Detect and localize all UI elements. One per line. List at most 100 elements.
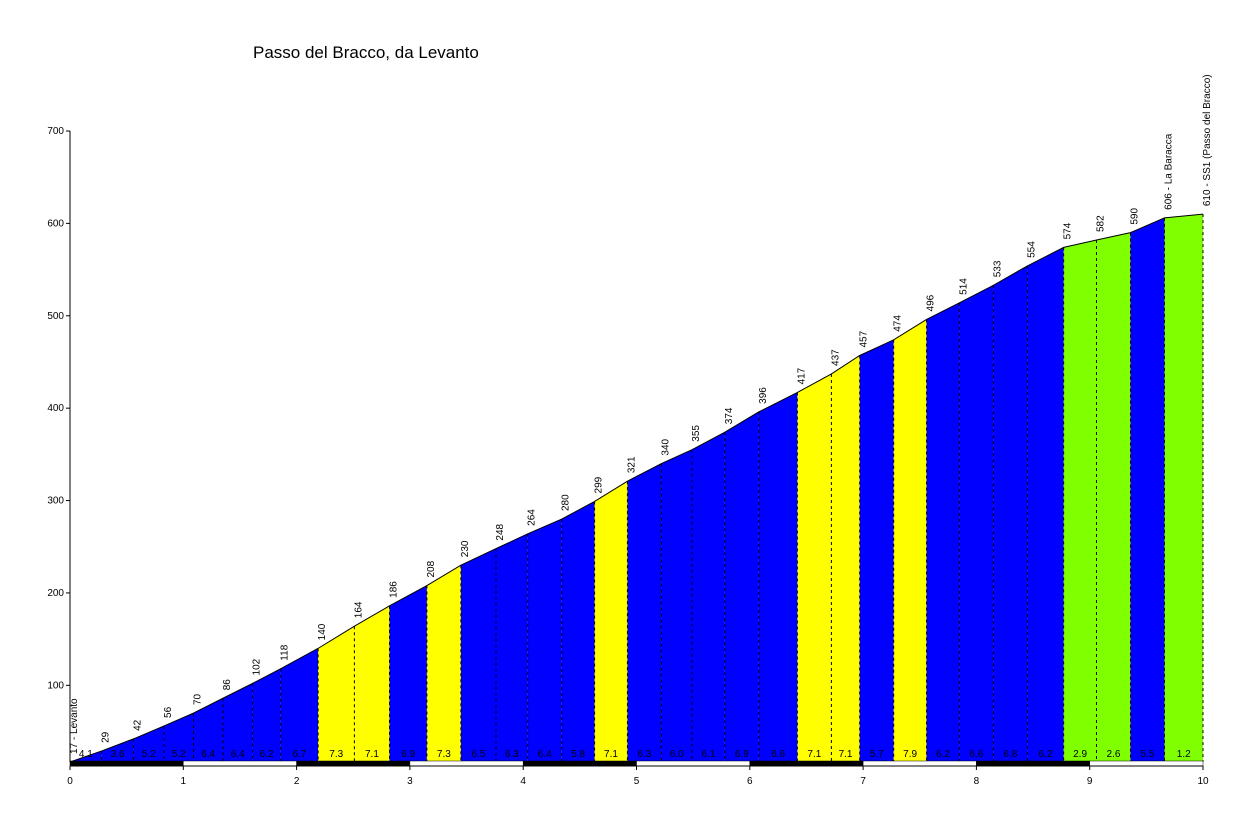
elevation-label: 118	[280, 644, 291, 660]
elevation-label: 230	[460, 540, 471, 557]
segment	[627, 463, 662, 762]
gradient-label: 1.2	[1177, 749, 1191, 760]
gradient-label: 5.7	[870, 749, 884, 760]
gradient-label: 7.1	[365, 749, 379, 760]
x-tick-label: 10	[1197, 776, 1209, 787]
y-tick-label: 600	[47, 218, 64, 229]
gradient-label: 6.7	[292, 749, 306, 760]
elevation-label: 102	[251, 658, 262, 675]
gradient-label: 7.1	[839, 749, 853, 760]
km-strip	[522, 760, 637, 767]
elevation-label: 56	[163, 706, 174, 718]
elevation-label: 340	[660, 438, 671, 455]
gradient-label: 5.2	[142, 749, 156, 760]
segment	[993, 265, 1028, 762]
x-tick-label: 3	[407, 776, 413, 787]
elevation-label: 457	[859, 330, 870, 347]
y-tick-label: 500	[47, 311, 64, 322]
gradient-label: 6.6	[771, 749, 785, 760]
gradient-label: 2.6	[1107, 749, 1121, 760]
segment	[101, 738, 134, 762]
segment	[164, 713, 194, 762]
segment	[561, 501, 595, 762]
gradient-label: 5.8	[571, 749, 585, 760]
chart-title: Passo del Bracco, da Levanto	[253, 43, 479, 62]
gradient-label: 6.4	[231, 749, 245, 760]
km-strip	[636, 760, 751, 767]
elevation-label: 396	[758, 387, 769, 404]
x-tick-label: 6	[747, 776, 753, 787]
gradient-label: 6.3	[637, 749, 651, 760]
gradient-label: 6.4	[201, 749, 215, 760]
segment	[758, 392, 798, 762]
segment	[724, 411, 759, 762]
segment	[389, 585, 427, 762]
elevation-label: 610 - SS1 (Passo del Bracco)	[1202, 74, 1213, 206]
y-tick-label: 100	[47, 680, 64, 691]
segment	[527, 519, 562, 762]
elevation-label: 321	[626, 456, 637, 473]
x-tick-label: 4	[520, 776, 526, 787]
gradient-label: 6.6	[969, 749, 983, 760]
segment	[1027, 247, 1064, 762]
km-strip	[296, 760, 411, 767]
segment	[1164, 214, 1203, 762]
gradient-label: 7.3	[437, 749, 451, 760]
segment	[661, 449, 693, 762]
gradient-label: 3.6	[111, 749, 125, 760]
gradient-label: 6.1	[701, 749, 715, 760]
elevation-label: 164	[353, 601, 364, 618]
elevation-label: 582	[1095, 215, 1106, 232]
segment	[859, 339, 894, 762]
km-strip	[862, 760, 977, 767]
elevation-label: 474	[893, 315, 904, 332]
gradient-label: 7.9	[903, 749, 917, 760]
segment	[496, 533, 528, 762]
elevation-label: 186	[389, 581, 400, 598]
elevation-label: 514	[958, 278, 969, 295]
x-tick-label: 2	[294, 776, 300, 787]
km-strip	[183, 760, 297, 767]
gradient-label: 7.1	[807, 749, 821, 760]
segment	[280, 648, 319, 762]
elevation-label: 606 - La Baracca	[1163, 133, 1174, 210]
segment	[133, 725, 165, 762]
segment	[222, 683, 253, 762]
elevation-label: 70	[192, 693, 203, 705]
segment	[594, 481, 628, 762]
gradient-label: 6.9	[401, 749, 415, 760]
segment	[831, 355, 860, 762]
elevation-label: 437	[830, 349, 841, 366]
x-tick-label: 7	[860, 776, 866, 787]
gradient-label: 6.2	[260, 749, 274, 760]
segment	[318, 626, 355, 762]
elevation-label: 355	[691, 425, 702, 442]
elevation-label: 248	[495, 523, 506, 540]
elevation-label: 374	[724, 407, 735, 424]
elevation-label: 208	[426, 560, 437, 577]
gradient-label: 6.5	[471, 749, 485, 760]
km-strip	[749, 760, 864, 767]
gradient-label: 6.8	[1003, 749, 1017, 760]
y-tick-label: 700	[47, 126, 64, 137]
elevation-label: 417	[796, 367, 807, 384]
x-tick-label: 1	[181, 776, 187, 787]
elevation-label: 496	[926, 294, 937, 311]
km-strip	[976, 760, 1090, 767]
elevation-label: 299	[594, 476, 605, 493]
segment	[692, 432, 725, 762]
segment	[354, 605, 390, 762]
elevation-label: 554	[1026, 241, 1037, 258]
segment	[893, 319, 927, 762]
x-tick-label: 9	[1087, 776, 1093, 787]
elevation-label: 29	[101, 731, 112, 743]
elevation-label: 280	[561, 494, 572, 511]
elevation-label: 17 - Levanto	[69, 698, 80, 754]
segment	[1130, 217, 1165, 763]
segment	[1096, 232, 1131, 762]
gradient-label: 6.2	[936, 749, 950, 760]
y-tick-label: 400	[47, 403, 64, 414]
km-strip	[409, 760, 524, 767]
gradient-label: 7.3	[329, 749, 343, 760]
segment	[460, 548, 497, 762]
